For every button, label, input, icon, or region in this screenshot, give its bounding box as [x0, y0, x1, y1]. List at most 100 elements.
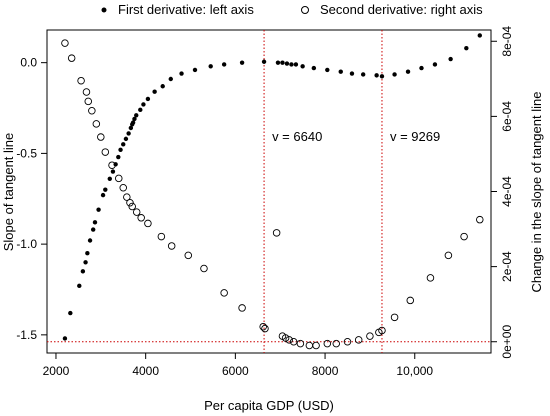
first-derivative-point — [116, 154, 121, 160]
second-derivative-point — [92, 120, 101, 128]
first-derivative-point — [107, 176, 112, 181]
x-tick-label: 2000 — [43, 364, 70, 378]
second-derivative-point — [77, 76, 85, 85]
second-derivative-point — [108, 161, 116, 169]
second-derivative-point — [285, 336, 293, 344]
first-derivative-point — [130, 120, 136, 125]
first-derivative-point — [160, 84, 165, 89]
second-derivative-point — [476, 215, 484, 224]
first-derivative-point — [239, 60, 245, 65]
first-derivative-point — [179, 71, 184, 76]
second-derivative-point — [67, 54, 76, 62]
y-axis-left-title: Slope of tangent line — [1, 133, 16, 252]
second-derivative-point — [406, 296, 415, 305]
y-left-tick-label: 0.0 — [20, 56, 37, 70]
legend-filled-marker — [101, 7, 107, 13]
second-derivative-point — [261, 324, 269, 333]
first-derivative-point — [141, 102, 146, 107]
first-derivative-point — [77, 283, 82, 289]
second-derivative-point — [84, 97, 93, 106]
x-tick-label: 10,000 — [396, 364, 433, 378]
first-derivative-point — [275, 60, 281, 65]
first-derivative-point — [123, 136, 129, 142]
first-derivative-point — [208, 64, 213, 69]
reference-line-label: v = 9269 — [390, 129, 440, 144]
first-derivative-point — [280, 60, 285, 65]
first-derivative-point — [405, 69, 411, 74]
second-derivative-point — [123, 193, 131, 201]
second-derivative-point — [332, 339, 341, 348]
second-derivative-point — [390, 313, 399, 322]
y-left-tick-label: -0.5 — [16, 146, 37, 160]
first-derivative-point — [419, 65, 424, 71]
first-derivative-point — [293, 62, 299, 67]
first-derivative-point — [62, 336, 68, 341]
y-axis-left: 0.0 -0.5 -1.0 -1.5 — [16, 56, 47, 342]
second-derivative-point — [184, 251, 193, 260]
series-marks — [61, 33, 484, 350]
second-derivative-point — [343, 337, 352, 346]
second-derivative-point — [200, 264, 208, 273]
first-derivative-point — [284, 61, 290, 66]
x-axis-title: Per capita GDP (USD) — [204, 398, 334, 413]
first-derivative-point — [374, 73, 379, 78]
first-derivative-point — [464, 45, 469, 51]
first-derivative-point — [300, 64, 305, 69]
first-derivative-point — [325, 67, 330, 73]
first-derivative-point — [168, 76, 173, 82]
legend-open-marker — [301, 6, 309, 14]
second-derivative-point — [281, 334, 290, 342]
second-derivative-point — [323, 339, 332, 348]
second-derivative-point — [305, 341, 314, 350]
y-right-tick-label: 4e-04 — [500, 176, 514, 207]
second-derivative-point — [61, 39, 69, 47]
x-tick-label: 6000 — [222, 364, 249, 378]
first-derivative-point — [128, 125, 134, 131]
second-derivative-point — [296, 339, 305, 348]
first-derivative-point — [379, 74, 385, 79]
reference-lines: v = 6640 v = 9269 — [47, 30, 491, 353]
second-derivative-point — [126, 199, 134, 207]
first-derivative-point — [192, 67, 198, 73]
first-derivative-point — [132, 116, 137, 122]
first-derivative-point — [338, 69, 343, 74]
first-derivative-point — [477, 33, 482, 38]
first-derivative-point — [448, 56, 453, 62]
second-derivative-point — [272, 229, 281, 237]
first-derivative-point — [349, 71, 355, 76]
first-derivative-point — [145, 96, 151, 102]
first-derivative-point — [68, 310, 73, 316]
first-derivative-point — [96, 207, 101, 212]
first-derivative-point — [138, 107, 143, 113]
reference-line-label: v = 6640 — [272, 129, 322, 144]
first-derivative-point — [432, 62, 438, 67]
y-axis-right-title: Change in the slope of tangent line — [529, 92, 544, 293]
first-derivative-point — [118, 147, 123, 152]
y-right-tick-label: 8e-04 — [500, 26, 514, 57]
x-axis: 2000 4000 6000 8000 10,000 — [43, 353, 433, 378]
second-derivative-point — [354, 336, 363, 344]
first-derivative-point — [392, 72, 397, 77]
second-derivative-point — [312, 341, 320, 350]
first-derivative-point — [80, 269, 86, 274]
first-derivative-point — [134, 113, 139, 118]
second-derivative-point — [115, 174, 123, 183]
second-derivative-point — [220, 289, 228, 297]
second-derivative-point — [128, 202, 136, 211]
first-derivative-point — [221, 62, 227, 67]
y-right-tick-label: 0e+00 — [500, 325, 514, 359]
first-derivative-point — [126, 131, 131, 136]
second-derivative-point — [157, 232, 166, 241]
second-derivative-point — [82, 88, 91, 96]
y-axis-right: 0e+00 2e-04 4e-04 6e-04 8e-04 — [491, 26, 514, 359]
second-derivative-point — [101, 148, 110, 156]
first-derivative-point — [289, 62, 294, 67]
first-derivative-point — [92, 220, 98, 225]
second-derivative-point — [119, 183, 127, 192]
first-derivative-point — [311, 65, 317, 71]
y-left-tick-label: -1.0 — [16, 237, 37, 251]
first-derivative-point — [152, 89, 157, 94]
y-left-tick-label: -1.5 — [16, 328, 37, 342]
second-derivative-point — [366, 332, 374, 340]
